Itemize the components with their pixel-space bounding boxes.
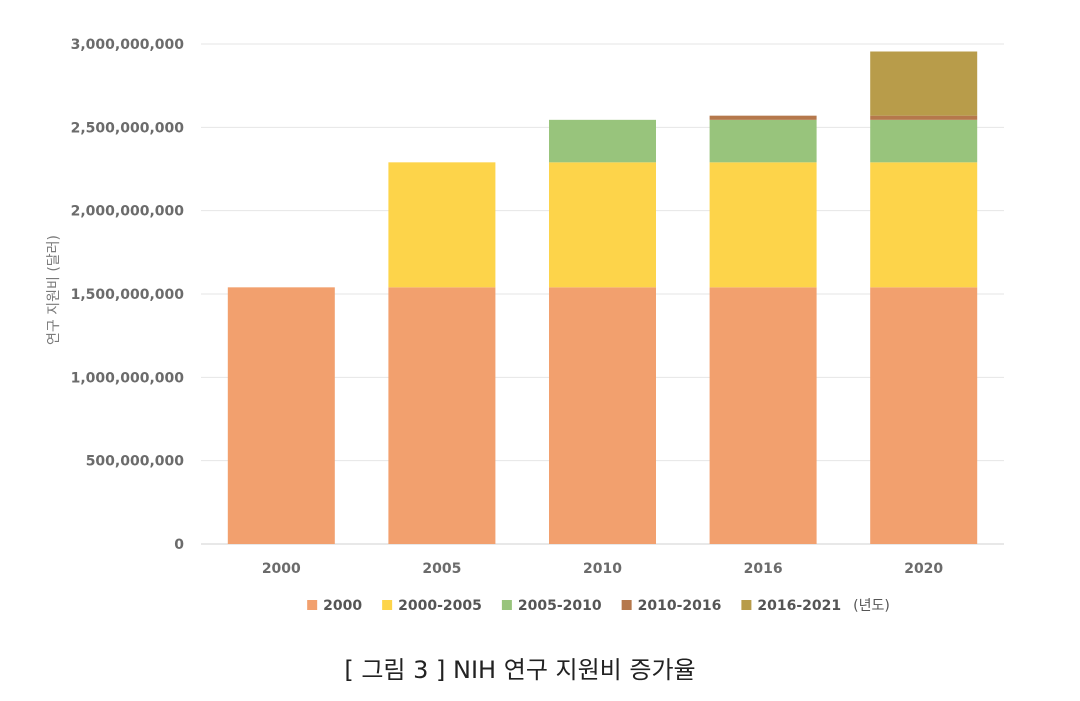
y-tick-label: 3,000,000,000 [71,37,185,53]
bar-segment [870,51,978,116]
bar-segment [227,287,335,544]
bars [227,51,978,544]
legend-swatch [307,600,318,610]
x-tick-label: 2010 [583,561,622,577]
y-tick-label: 2,500,000,000 [71,120,185,136]
bar-segment [549,287,656,544]
y-tick-label: 500,000,000 [86,454,185,470]
bar-segment [870,162,978,288]
x-tick-label: 2016 [744,561,783,577]
legend-swatch [741,600,752,610]
legend-swatch [501,600,512,610]
bar-segment [549,162,656,288]
bar-segment [709,115,817,120]
bar-segment [388,162,496,288]
legend: 2000 2000-2005 2005-2010 2010-2016 2016-2021… [307,598,890,614]
x-tick-label: 2005 [422,561,461,577]
x-tick-label: 2000 [262,561,301,577]
bar-segment [709,287,817,544]
legend-label: 2000-2005 [398,598,482,614]
bar-segment [709,119,817,163]
x-axis-ticks: 2000 2005 2010 2016 2020 [262,561,944,577]
bar-segment [870,287,978,544]
legend-label: 2010-2016 [638,598,722,614]
legend-label: 2016-2021 [757,598,841,614]
y-tick-label: 1,500,000,000 [71,287,185,303]
bar-segment [709,162,817,288]
y-tick-label: 1,000,000,000 [71,370,185,386]
y-tick-label: 0 [174,537,184,553]
bar-segment [388,287,496,544]
legend-unit-label: (년도) [853,598,890,614]
bar-segment [870,119,978,163]
y-axis-ticks: 0 500,000,000 1,000,000,000 1,500,000,000 2,… [71,37,185,553]
legend-swatch [382,600,393,610]
bar-segment [549,119,656,163]
figure-caption: [ 그림 3 ] NIH 연구 지원비 증가율 [344,656,696,684]
x-tick-label: 2020 [904,561,943,577]
legend-swatch [621,600,632,610]
y-axis-label: 연구 지원비 (달러) [46,235,62,345]
legend-label: 2000 [323,598,362,614]
stacked-bar-chart: 0 500,000,000 1,000,000,000 1,500,000,000 2,… [46,37,1004,614]
bar-segment [870,115,978,120]
legend-label: 2005-2010 [518,598,602,614]
y-tick-label: 2,000,000,000 [71,204,185,220]
